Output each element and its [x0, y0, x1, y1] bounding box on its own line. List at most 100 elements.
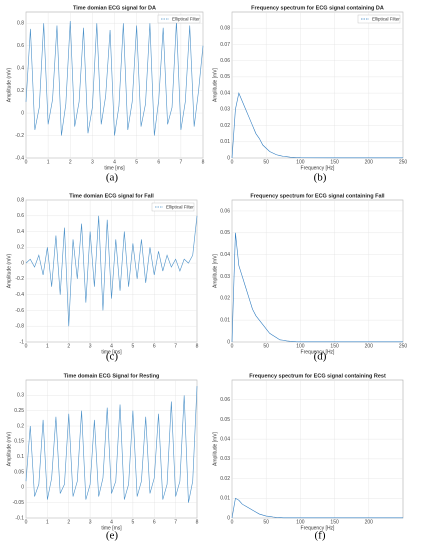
- x-tick-label: 50: [263, 519, 269, 525]
- y-tick-label: 0.15: [14, 439, 24, 445]
- x-tick-label: 3: [91, 159, 94, 165]
- x-tick-label: 5: [135, 159, 138, 165]
- x-tick-label: 6: [153, 519, 156, 525]
- x-tick-label: 0: [231, 343, 234, 349]
- x-tick-label: 2: [67, 519, 70, 525]
- y-tick-label: 0.01: [220, 317, 230, 323]
- x-tick-label: 4: [110, 519, 113, 525]
- x-tick-label: 250: [399, 343, 408, 349]
- x-tick-label: 200: [365, 343, 374, 349]
- y-tick-label: 0.8: [17, 21, 24, 27]
- y-tick-label: -0.8: [15, 324, 24, 330]
- signal-line: [231, 497, 403, 519]
- x-tick-label: 250: [399, 159, 408, 165]
- caption: (c): [106, 351, 119, 363]
- x-tick-label: 1: [46, 519, 49, 525]
- y-tick-label: 0: [227, 515, 230, 521]
- y-tick-label: 0.01: [220, 139, 230, 145]
- plot-area: [231, 379, 404, 519]
- y-tick-label: 0: [227, 155, 230, 161]
- x-tick-label: 50: [263, 159, 269, 165]
- x-tick-label: 2: [69, 159, 72, 165]
- plot-area: [231, 11, 404, 159]
- y-tick-label: 0.05: [220, 417, 230, 423]
- x-tick-label: 150: [330, 519, 339, 525]
- y-tick-label: 0.08: [220, 26, 230, 32]
- y-tick-label: 0.25: [14, 408, 24, 414]
- x-tick-label: 1: [46, 343, 49, 349]
- x-tick-label: 0: [25, 159, 28, 165]
- y-tick-label: 0.02: [220, 296, 230, 302]
- legend-box: [151, 202, 195, 212]
- y-tick-label: 0: [21, 110, 24, 116]
- y-tick-label: 0.2: [17, 88, 24, 94]
- y-tick-label: 0.03: [220, 456, 230, 462]
- y-tick-label: 0.01: [220, 496, 230, 502]
- signal-line: [25, 20, 204, 136]
- x-tick-label: 8: [196, 519, 199, 525]
- x-tick-label: 100: [296, 159, 305, 165]
- x-tick-label: 3: [89, 519, 92, 525]
- y-tick-label: -0.05: [13, 500, 25, 506]
- chart-title: Time domain ECG Signal for Resting: [64, 373, 160, 379]
- y-axis-label: Amplitude (mV): [6, 431, 12, 466]
- x-axis-label: Frequency [Hz]: [301, 165, 336, 171]
- x-tick-label: 4: [113, 159, 116, 165]
- y-tick-label: 0.05: [220, 230, 230, 236]
- x-tick-label: 6: [157, 159, 160, 165]
- legend-label: Elliptical Filter: [166, 204, 194, 209]
- chart-title: Frequency spectrum for ECG signal contai…: [251, 5, 384, 11]
- chart-title: Time domian ECG signal for Fall: [69, 193, 154, 199]
- y-tick-label: 0.04: [220, 90, 230, 96]
- caption: (e): [106, 530, 119, 542]
- legend-label: Elliptical Filter: [372, 16, 400, 21]
- y-tick-label: 0.04: [220, 436, 230, 442]
- x-tick-label: 1: [47, 159, 50, 165]
- x-tick-label: 0: [231, 519, 234, 525]
- y-tick-label: -0.6: [15, 308, 24, 314]
- x-axis-label: time [ms]: [104, 165, 125, 171]
- x-tick-label: 150: [330, 343, 339, 349]
- y-tick-label: 0.2: [17, 245, 24, 251]
- chart-title: Time domian ECG signal for DA: [73, 5, 156, 11]
- chart-title: Frequency spectrum for ECG signal contai…: [250, 193, 385, 199]
- y-tick-label: 0.05: [14, 469, 24, 475]
- x-tick-label: 0: [231, 159, 234, 165]
- signal-line: [231, 232, 403, 343]
- y-tick-label: 0.06: [220, 58, 230, 64]
- x-axis-label: Frequency [Hz]: [301, 525, 336, 531]
- y-axis-label: Amplitude (mV): [6, 253, 12, 288]
- y-tick-label: 0.6: [17, 213, 24, 219]
- x-tick-label: 50: [263, 343, 269, 349]
- y-tick-label: 0.03: [220, 274, 230, 280]
- signal-line: [231, 92, 403, 159]
- caption: (d): [314, 351, 327, 363]
- x-tick-label: 8: [202, 159, 205, 165]
- y-tick-label: -0.2: [15, 133, 24, 139]
- y-tick-label: 0: [21, 485, 24, 491]
- y-tick-label: -0.1: [15, 515, 24, 521]
- x-tick-label: 8: [196, 343, 199, 349]
- x-tick-label: 7: [174, 519, 177, 525]
- y-tick-label: 0: [21, 260, 24, 266]
- x-tick-label: 100: [296, 519, 305, 525]
- x-tick-label: 6: [153, 343, 156, 349]
- y-tick-label: 0.6: [17, 43, 24, 49]
- y-tick-label: 0: [227, 339, 230, 345]
- y-tick-label: -0.4: [15, 155, 24, 161]
- x-tick-label: 5: [131, 519, 134, 525]
- x-axis-label: time [ms]: [101, 349, 122, 355]
- legend-label: Elliptical Filter: [172, 16, 200, 21]
- x-tick-label: 7: [174, 343, 177, 349]
- y-tick-label: 0.1: [17, 454, 24, 460]
- y-tick-label: 0.06: [220, 208, 230, 214]
- x-tick-label: 2: [67, 343, 70, 349]
- signal-line: [25, 386, 198, 503]
- x-tick-label: 0: [25, 519, 28, 525]
- y-tick-label: 0.8: [17, 197, 24, 203]
- legend-box: [357, 14, 401, 24]
- chart-title: Frequency spectrum for ECG signal contai…: [249, 373, 386, 379]
- y-tick-label: 0.05: [220, 74, 230, 80]
- y-tick-label: 0.4: [17, 65, 24, 71]
